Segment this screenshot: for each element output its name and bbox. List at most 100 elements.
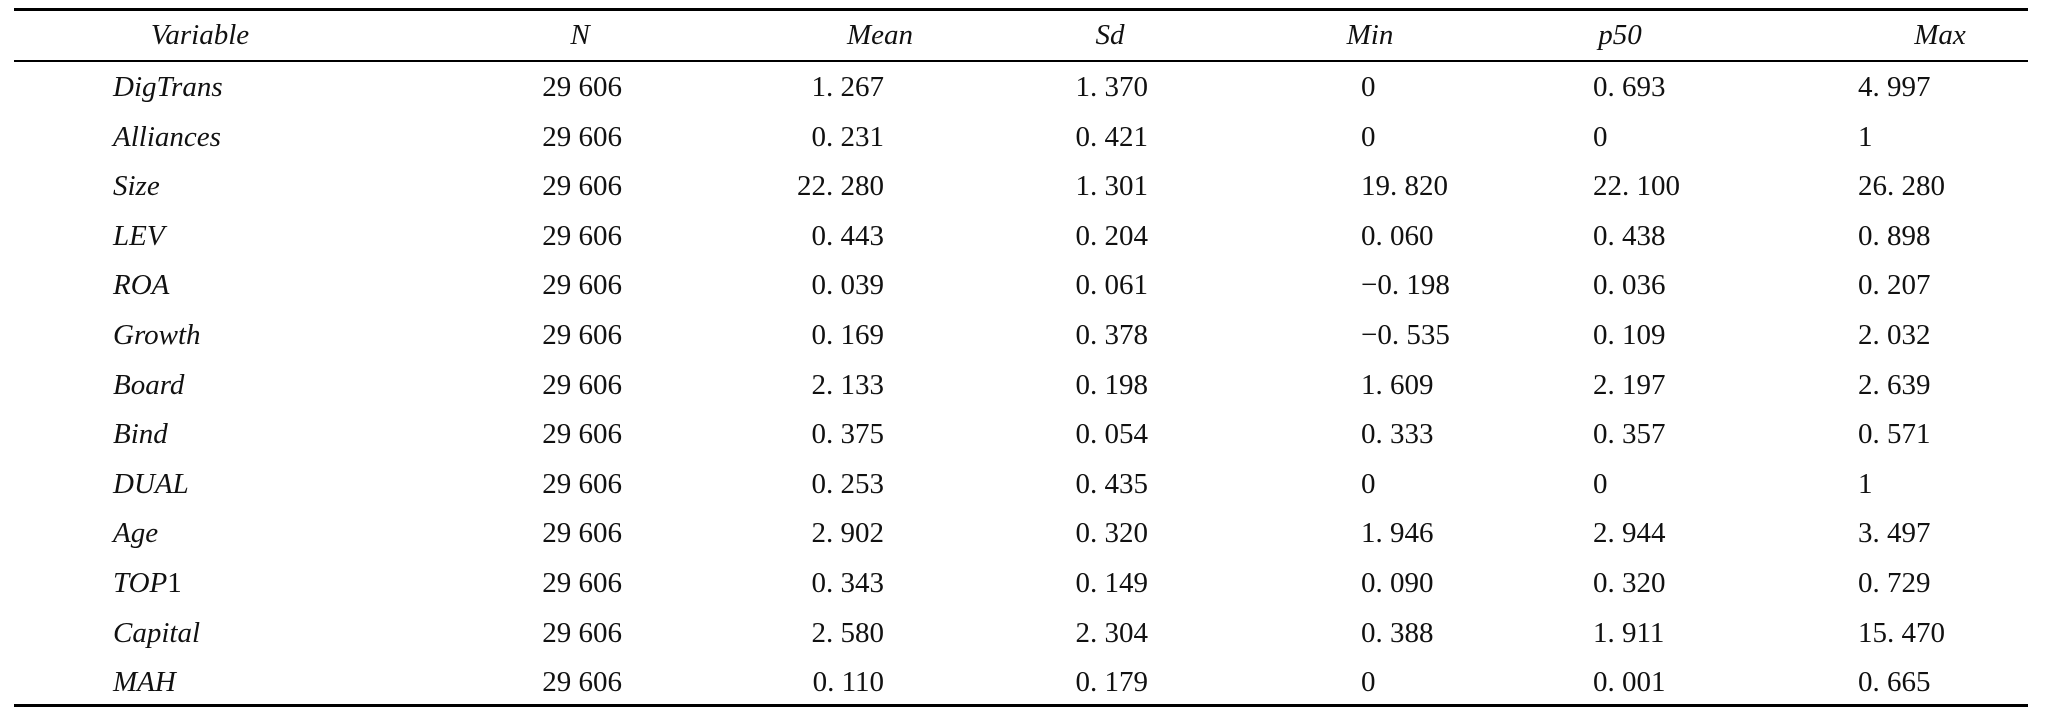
cell-sd: 0. 198 <box>1075 368 1149 401</box>
cell-min: 0. 388 <box>1361 616 1434 649</box>
table-row: DigTrans 29 606 1. 267 1. 370 0 0. 693 4. 997 <box>0 62 2048 112</box>
cell-p50: 0. 357 <box>1593 418 1666 451</box>
cell-variable: ROA <box>113 269 170 302</box>
cell-p50: 0. 109 <box>1593 319 1666 351</box>
cell-variable: Alliances <box>113 120 221 153</box>
cell-max: 2. 639 <box>1858 368 1931 401</box>
cell-n: 29 606 <box>542 368 622 401</box>
cell-max: 0. 571 <box>1858 418 1931 451</box>
cell-sd: 0. 054 <box>1075 418 1149 451</box>
cell-max: 1 <box>1858 120 1873 153</box>
cell-mean: 0. 039 <box>811 269 885 302</box>
cell-n: 29 606 <box>542 567 622 599</box>
cell-sd: 0. 320 <box>1075 517 1149 550</box>
cell-max: 0. 898 <box>1858 219 1931 252</box>
cell-p50: 2. 944 <box>1593 517 1666 550</box>
cell-max: 15. 470 <box>1858 616 1945 649</box>
cell-mean: 0. 375 <box>811 418 885 451</box>
table-row: Capital 29 606 2. 580 2. 304 0. 388 1. 911 15.… <box>0 608 2048 658</box>
cell-sd: 0. 204 <box>1075 219 1149 252</box>
cell-variable: Age <box>113 517 159 550</box>
cell-variable: TOP1 <box>113 567 182 599</box>
cell-min: −0. 535 <box>1361 319 1450 351</box>
cell-mean: 0. 169 <box>811 319 885 351</box>
cell-min: 0 <box>1361 467 1376 500</box>
cell-sd: 0. 435 <box>1075 467 1149 500</box>
header-mean: Mean <box>846 19 914 51</box>
cell-mean: 0. 253 <box>811 467 885 500</box>
cell-min: 0 <box>1361 120 1376 153</box>
cell-p50: 0. 036 <box>1593 269 1666 302</box>
table-row: Board 29 606 2. 133 0. 198 1. 609 2. 197 2. 63… <box>0 360 2048 410</box>
header-min: Min <box>1346 19 1394 51</box>
cell-sd: 0. 179 <box>1075 666 1149 699</box>
cell-mean: 0. 231 <box>811 120 885 153</box>
table-row: Age 29 606 2. 902 0. 320 1. 946 2. 944 3. 497 <box>0 508 2048 558</box>
cell-sd: 0. 061 <box>1075 269 1149 302</box>
cell-n: 29 606 <box>542 616 622 649</box>
cell-min: 0 <box>1361 666 1376 699</box>
cell-min: 0. 333 <box>1361 418 1434 451</box>
cell-variable: DigTrans <box>113 71 223 103</box>
cell-mean: 1. 267 <box>811 71 885 103</box>
cell-max: 0. 729 <box>1858 567 1931 599</box>
table-row: LEV 29 606 0. 443 0. 204 0. 060 0. 438 0. 898 <box>0 211 2048 261</box>
header-p50: p50 <box>1598 19 1642 51</box>
cell-p50: 2. 197 <box>1593 368 1666 401</box>
cell-n: 29 606 <box>542 418 622 451</box>
cell-max: 2. 032 <box>1858 319 1931 351</box>
cell-variable: Bind <box>113 418 168 451</box>
cell-sd: 1. 370 <box>1075 71 1149 103</box>
cell-mean: 0. 110 <box>812 666 884 699</box>
table-row: TOP1 29 606 0. 343 0. 149 0. 090 0. 320 0. 729 <box>0 558 2048 608</box>
cell-variable: DUAL <box>113 467 189 500</box>
cell-n: 29 606 <box>542 219 622 252</box>
cell-mean: 2. 902 <box>811 517 885 550</box>
table-header-rule <box>14 60 2028 62</box>
cell-mean: 0. 443 <box>811 219 885 252</box>
table-row: Alliances 29 606 0. 231 0. 421 0 0 1 <box>0 112 2048 162</box>
cell-max: 3. 497 <box>1858 517 1931 550</box>
cell-min: 0. 060 <box>1361 219 1434 252</box>
cell-max: 0. 665 <box>1858 666 1931 699</box>
cell-n: 29 606 <box>542 666 622 699</box>
cell-min: 0. 090 <box>1361 567 1434 599</box>
cell-n: 29 606 <box>542 467 622 500</box>
header-max: Max <box>1914 19 1966 51</box>
table-row: DUAL 29 606 0. 253 0. 435 0 0 1 <box>0 459 2048 509</box>
cell-min: 1. 609 <box>1361 368 1434 401</box>
cell-min: 1. 946 <box>1361 517 1434 550</box>
header-n: N <box>570 19 590 51</box>
cell-variable: Capital <box>113 616 201 649</box>
table-top-rule <box>14 8 2028 11</box>
cell-mean: 22. 280 <box>797 170 884 203</box>
table-row: Size 29 606 22. 280 1. 301 19. 820 22. 100 26.… <box>0 161 2048 211</box>
cell-max: 4. 997 <box>1858 71 1931 103</box>
cell-n: 29 606 <box>542 120 622 153</box>
cell-n: 29 606 <box>542 517 622 550</box>
table-bottom-rule <box>14 704 2028 707</box>
cell-p50: 1. 911 <box>1593 616 1665 649</box>
cell-max: 1 <box>1858 467 1873 500</box>
cell-max: 0. 207 <box>1858 269 1931 302</box>
table-row: Growth 29 606 0. 169 0. 378 −0. 535 0. 109 2. … <box>0 310 2048 360</box>
header-variable: Variable <box>150 19 250 51</box>
cell-min: −0. 198 <box>1361 269 1450 302</box>
cell-variable: Board <box>113 368 185 401</box>
table-row: ROA 29 606 0. 039 0. 061 −0. 198 0. 036 0. 207 <box>0 260 2048 310</box>
table-row: Bind 29 606 0. 375 0. 054 0. 333 0. 357 0. 571 <box>0 409 2048 459</box>
cell-p50: 0. 693 <box>1593 71 1666 103</box>
cell-mean: 0. 343 <box>811 567 885 599</box>
cell-n: 29 606 <box>542 319 622 351</box>
cell-p50: 0 <box>1593 467 1608 500</box>
cell-min: 19. 820 <box>1361 170 1448 203</box>
cell-sd: 0. 149 <box>1075 567 1149 599</box>
cell-p50: 0. 320 <box>1593 567 1666 599</box>
cell-variable: Size <box>113 170 160 203</box>
header-sd: Sd <box>1095 19 1125 51</box>
cell-sd: 0. 378 <box>1075 319 1149 351</box>
cell-mean: 2. 580 <box>811 616 885 649</box>
cell-variable: LEV <box>113 219 165 252</box>
cell-sd: 1. 301 <box>1075 170 1149 203</box>
table-row: MAH 29 606 0. 110 0. 179 0 0. 001 0. 665 <box>0 657 2048 707</box>
